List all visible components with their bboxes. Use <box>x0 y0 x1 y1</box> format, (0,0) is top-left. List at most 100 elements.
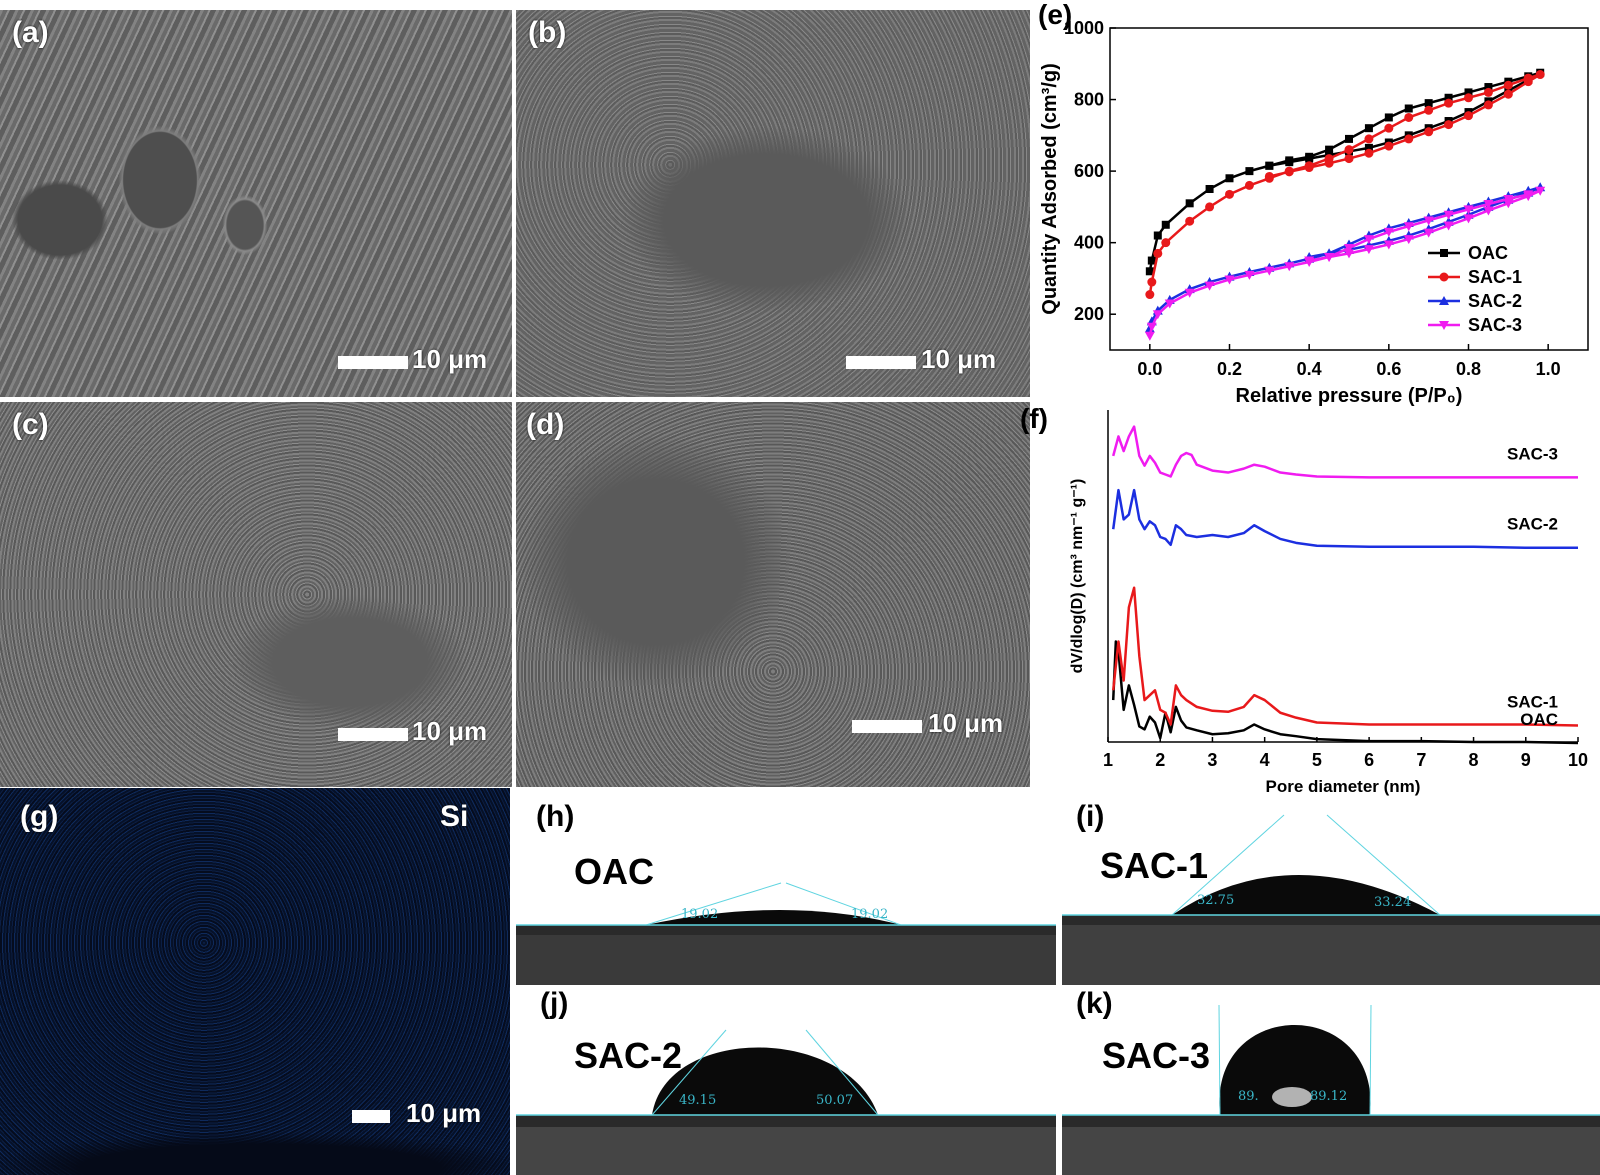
data-point <box>1384 141 1394 151</box>
data-point <box>1146 322 1157 332</box>
scale-bar-d <box>852 720 922 733</box>
panel-label-i: (i) <box>1076 800 1105 833</box>
data-point <box>1384 113 1393 122</box>
panel-label-a: (a) <box>12 16 49 49</box>
sample-label-sac-3: SAC-3 <box>1102 1035 1211 1076</box>
data-point <box>1265 161 1274 170</box>
data-point <box>1384 123 1394 133</box>
sem-image-b: (b) 10 μm <box>516 10 1030 397</box>
x-tick-label: 0.6 <box>1376 359 1401 379</box>
series-line-sac-1 <box>1111 586 1579 727</box>
series-line-sac-3 <box>1112 425 1578 479</box>
data-point <box>1161 220 1170 229</box>
legend-label: SAC-2 <box>1468 291 1522 311</box>
x-tick-label: 8 <box>1469 750 1479 770</box>
data-point <box>1324 252 1335 262</box>
scale-bar-c <box>338 728 408 741</box>
data-point <box>1464 111 1473 121</box>
element-label-si: Si <box>440 800 469 833</box>
panel-label-h: (h) <box>536 800 575 833</box>
data-point <box>1423 228 1434 238</box>
data-point <box>1324 158 1334 168</box>
contact-angle-h: (h) OAC 19.02 19.02 <box>516 795 1056 985</box>
series-sac-3 <box>1144 186 1546 341</box>
data-point <box>1304 256 1315 266</box>
data-point <box>1344 244 1354 254</box>
data-point <box>1444 93 1453 102</box>
contact-angle-j: (j) SAC-2 49.15 50.07 <box>516 985 1056 1175</box>
x-tick-label: 2 <box>1155 750 1165 770</box>
panel-label-j: (j) <box>540 987 569 1020</box>
data-point <box>1364 143 1373 152</box>
series-label-sac-3: SAC-3 <box>1507 444 1558 463</box>
sample-label-sac-1: SAC-1 <box>1100 845 1209 886</box>
legend-label: OAC <box>1468 243 1508 263</box>
data-point <box>1383 227 1394 237</box>
data-point <box>1523 192 1534 202</box>
sample-label-sac-2: SAC-2 <box>574 1035 683 1076</box>
data-point <box>1364 134 1374 144</box>
y-tick-label: 400 <box>1074 233 1104 253</box>
data-point <box>1305 154 1314 163</box>
data-point <box>1363 235 1374 245</box>
data-point <box>1205 202 1215 212</box>
data-point <box>1344 145 1354 155</box>
scale-text-a: 10 μm <box>412 344 488 374</box>
data-point <box>1439 296 1449 305</box>
panel-label-f: (f) <box>1020 403 1048 434</box>
x-tick-label: 1 <box>1103 750 1113 770</box>
data-point <box>1244 270 1255 280</box>
scale-bar-b <box>846 356 916 369</box>
data-point <box>1383 240 1394 250</box>
angle-right-j: 50.07 <box>816 1093 854 1108</box>
data-point <box>1439 321 1449 330</box>
legend-label: SAC-1 <box>1468 267 1522 287</box>
panel-label-c: (c) <box>12 408 49 441</box>
x-tick-label: 5 <box>1312 750 1322 770</box>
sem-image-d: (d) 10 μm <box>516 402 1030 787</box>
data-point <box>1443 210 1454 220</box>
x-tick-label: 0.4 <box>1297 359 1322 379</box>
scale-text-c: 10 μm <box>412 716 488 746</box>
data-point <box>1284 262 1295 272</box>
contact-angle-i: (i) SAC-1 32.75 33.24 <box>1062 795 1600 985</box>
data-point <box>1363 245 1374 255</box>
panel-label-d: (d) <box>526 408 565 441</box>
data-point <box>1440 249 1448 257</box>
edx-map-si: (g) Si 10 μm <box>0 788 510 1175</box>
series-sac-1 <box>1145 70 1545 300</box>
panel-label-g: (g) <box>20 800 59 833</box>
contact-angle-k: (k) SAC-3 89. 89.12 <box>1062 985 1600 1175</box>
data-point <box>1535 186 1546 196</box>
data-point <box>1205 185 1214 193</box>
panel-label-e: (e) <box>1038 0 1072 30</box>
data-point <box>1224 275 1235 285</box>
data-point <box>1444 120 1454 130</box>
data-point <box>1443 221 1454 231</box>
data-point <box>1344 249 1354 259</box>
angle-left-h: 19.02 <box>681 907 719 922</box>
data-point <box>1463 205 1474 215</box>
data-point <box>1244 180 1254 190</box>
x-tick-label: 0.2 <box>1217 359 1242 379</box>
data-point <box>1423 216 1434 226</box>
data-point <box>1304 163 1314 173</box>
x-tick-label: 3 <box>1207 750 1217 770</box>
isotherm-chart: (e) 0.0 0.2 0.4 0.6 0.8 1.0 200 400 600 800 1000 Re… <box>1038 0 1589 407</box>
data-point <box>1403 235 1414 245</box>
data-point <box>1404 134 1414 144</box>
angle-right-h: 19.02 <box>851 907 889 922</box>
angle-left-i: 32.75 <box>1197 893 1235 908</box>
scale-text-g: 10 μm <box>406 1098 482 1128</box>
angle-right-k: 89.12 <box>1310 1089 1348 1104</box>
y-axis-label: Quantity Adsorbed (cm³/g) <box>1039 63 1061 314</box>
data-point <box>1284 167 1294 177</box>
data-point <box>1364 124 1373 133</box>
x-tick-label: 0.0 <box>1137 359 1162 379</box>
data-point <box>1483 206 1494 216</box>
data-point <box>1225 174 1234 183</box>
series-label-oac: OAC <box>1520 710 1558 729</box>
series-line <box>1148 71 1541 272</box>
data-point <box>1483 200 1494 210</box>
data-point <box>1147 277 1157 287</box>
